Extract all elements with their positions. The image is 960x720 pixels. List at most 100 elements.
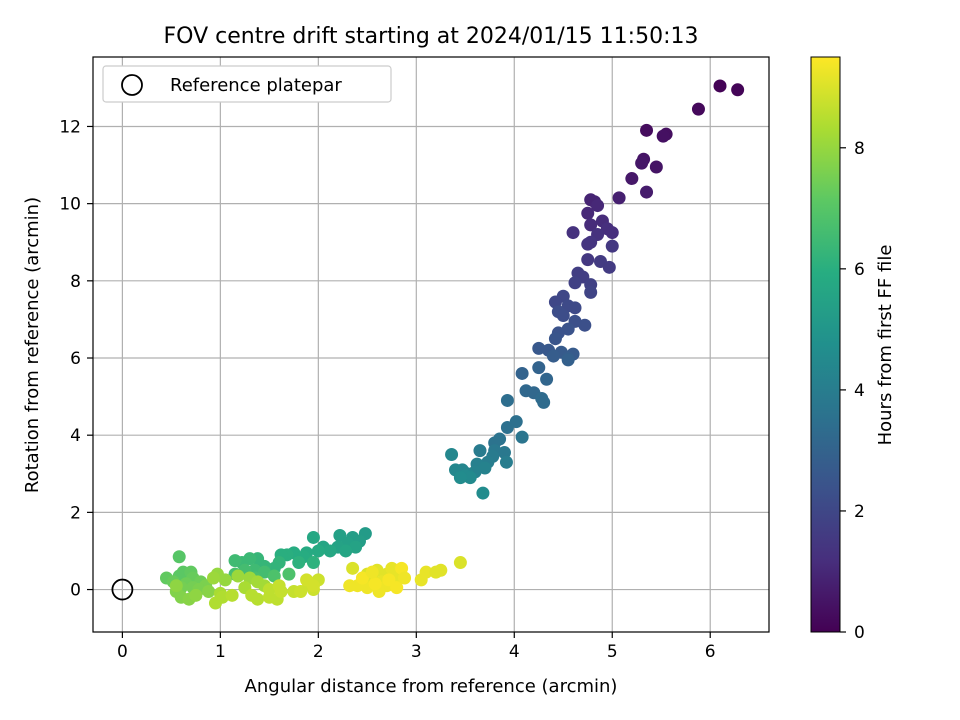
data-point	[463, 471, 477, 485]
data-point	[228, 554, 242, 568]
data-point	[169, 579, 183, 593]
data-point	[561, 322, 575, 336]
data-point	[635, 156, 649, 170]
y-tick-label: 10	[59, 195, 81, 215]
colorbar-tick-label: 0	[854, 623, 865, 643]
y-tick-label: 12	[59, 117, 81, 137]
y-axis-label: Rotation from reference (arcmin)	[22, 197, 43, 493]
data-point	[612, 191, 626, 205]
y-tick-label: 2	[70, 503, 81, 523]
data-point	[499, 455, 513, 469]
data-point	[478, 461, 492, 475]
data-point	[368, 577, 382, 591]
data-point	[532, 361, 546, 375]
data-point	[731, 83, 745, 97]
data-point	[355, 571, 369, 585]
legend-marker	[121, 74, 143, 96]
data-point	[656, 129, 670, 143]
data-point	[398, 571, 412, 585]
data-point	[231, 569, 245, 583]
plot-frame	[92, 56, 770, 633]
y-tick-label: 6	[70, 349, 81, 369]
scatter-points	[159, 79, 745, 610]
data-point	[581, 237, 595, 251]
colorbar-tick-label: 8	[854, 139, 865, 159]
data-point	[578, 318, 592, 332]
y-tick-label: 4	[70, 426, 81, 446]
y-axis-ticks: 0 2 4 6 8 10 12	[59, 117, 93, 601]
colorbar-tick-label: 2	[854, 502, 865, 522]
data-point	[640, 185, 654, 199]
legend: Reference platepar	[102, 65, 392, 103]
data-point	[713, 79, 727, 93]
data-point	[267, 569, 281, 583]
x-tick-label: 5	[607, 642, 618, 662]
x-tick-label: 2	[313, 642, 324, 662]
data-point	[257, 565, 271, 579]
data-point	[568, 276, 582, 290]
data-point	[311, 544, 325, 558]
data-point	[292, 556, 306, 570]
colorbar-tick-label: 6	[854, 260, 865, 280]
data-point	[584, 218, 598, 232]
x-tick-label: 6	[705, 642, 716, 662]
data-point	[282, 567, 296, 581]
data-point	[453, 471, 467, 485]
data-point	[605, 226, 619, 240]
data-point	[225, 588, 239, 602]
data-point	[172, 550, 186, 564]
data-point	[346, 561, 360, 575]
data-point	[365, 565, 379, 579]
data-point	[207, 571, 221, 585]
data-point	[556, 309, 570, 323]
data-point	[500, 393, 514, 407]
data-point	[306, 579, 320, 593]
data-point	[349, 540, 363, 554]
data-point	[189, 588, 203, 602]
data-point	[306, 556, 320, 570]
data-point	[339, 544, 353, 558]
data-point	[251, 592, 265, 606]
data-point	[605, 239, 619, 253]
data-point	[537, 395, 551, 409]
x-tick-label: 4	[509, 642, 520, 662]
x-tick-label: 1	[215, 642, 226, 662]
y-tick-label: 8	[70, 272, 81, 292]
data-point	[584, 285, 598, 299]
data-point	[515, 366, 529, 380]
data-point	[566, 226, 580, 240]
data-point	[445, 447, 459, 461]
data-point	[497, 446, 511, 460]
chart-title: FOV centre drift starting at 2024/01/15 …	[164, 24, 699, 49]
data-point	[515, 430, 529, 444]
x-tick-label: 0	[117, 642, 128, 662]
data-point	[548, 332, 562, 346]
colorbar-gradient	[810, 56, 841, 633]
data-point	[453, 556, 467, 570]
data-point	[568, 301, 582, 315]
data-point	[274, 584, 288, 598]
data-point	[215, 590, 229, 604]
data-point	[561, 353, 575, 367]
data-point	[540, 372, 554, 386]
data-point	[591, 199, 605, 213]
data-point	[218, 573, 232, 587]
data-point	[649, 160, 663, 174]
colorbar-tick-label: 4	[854, 381, 865, 401]
data-point	[691, 102, 705, 116]
data-point	[640, 123, 654, 137]
data-point	[581, 253, 595, 267]
reference-marker	[111, 578, 134, 601]
data-point	[500, 420, 514, 434]
x-tick-label: 3	[411, 642, 422, 662]
data-point	[343, 579, 357, 593]
legend-box	[102, 65, 392, 103]
data-point	[581, 206, 595, 220]
data-point	[323, 544, 337, 558]
colorbar: 0 2 4 6 8 Hours from first FF file	[810, 56, 896, 643]
data-point	[546, 349, 560, 363]
grid-lines	[93, 57, 769, 632]
data-point	[419, 565, 433, 579]
data-point	[202, 584, 216, 598]
